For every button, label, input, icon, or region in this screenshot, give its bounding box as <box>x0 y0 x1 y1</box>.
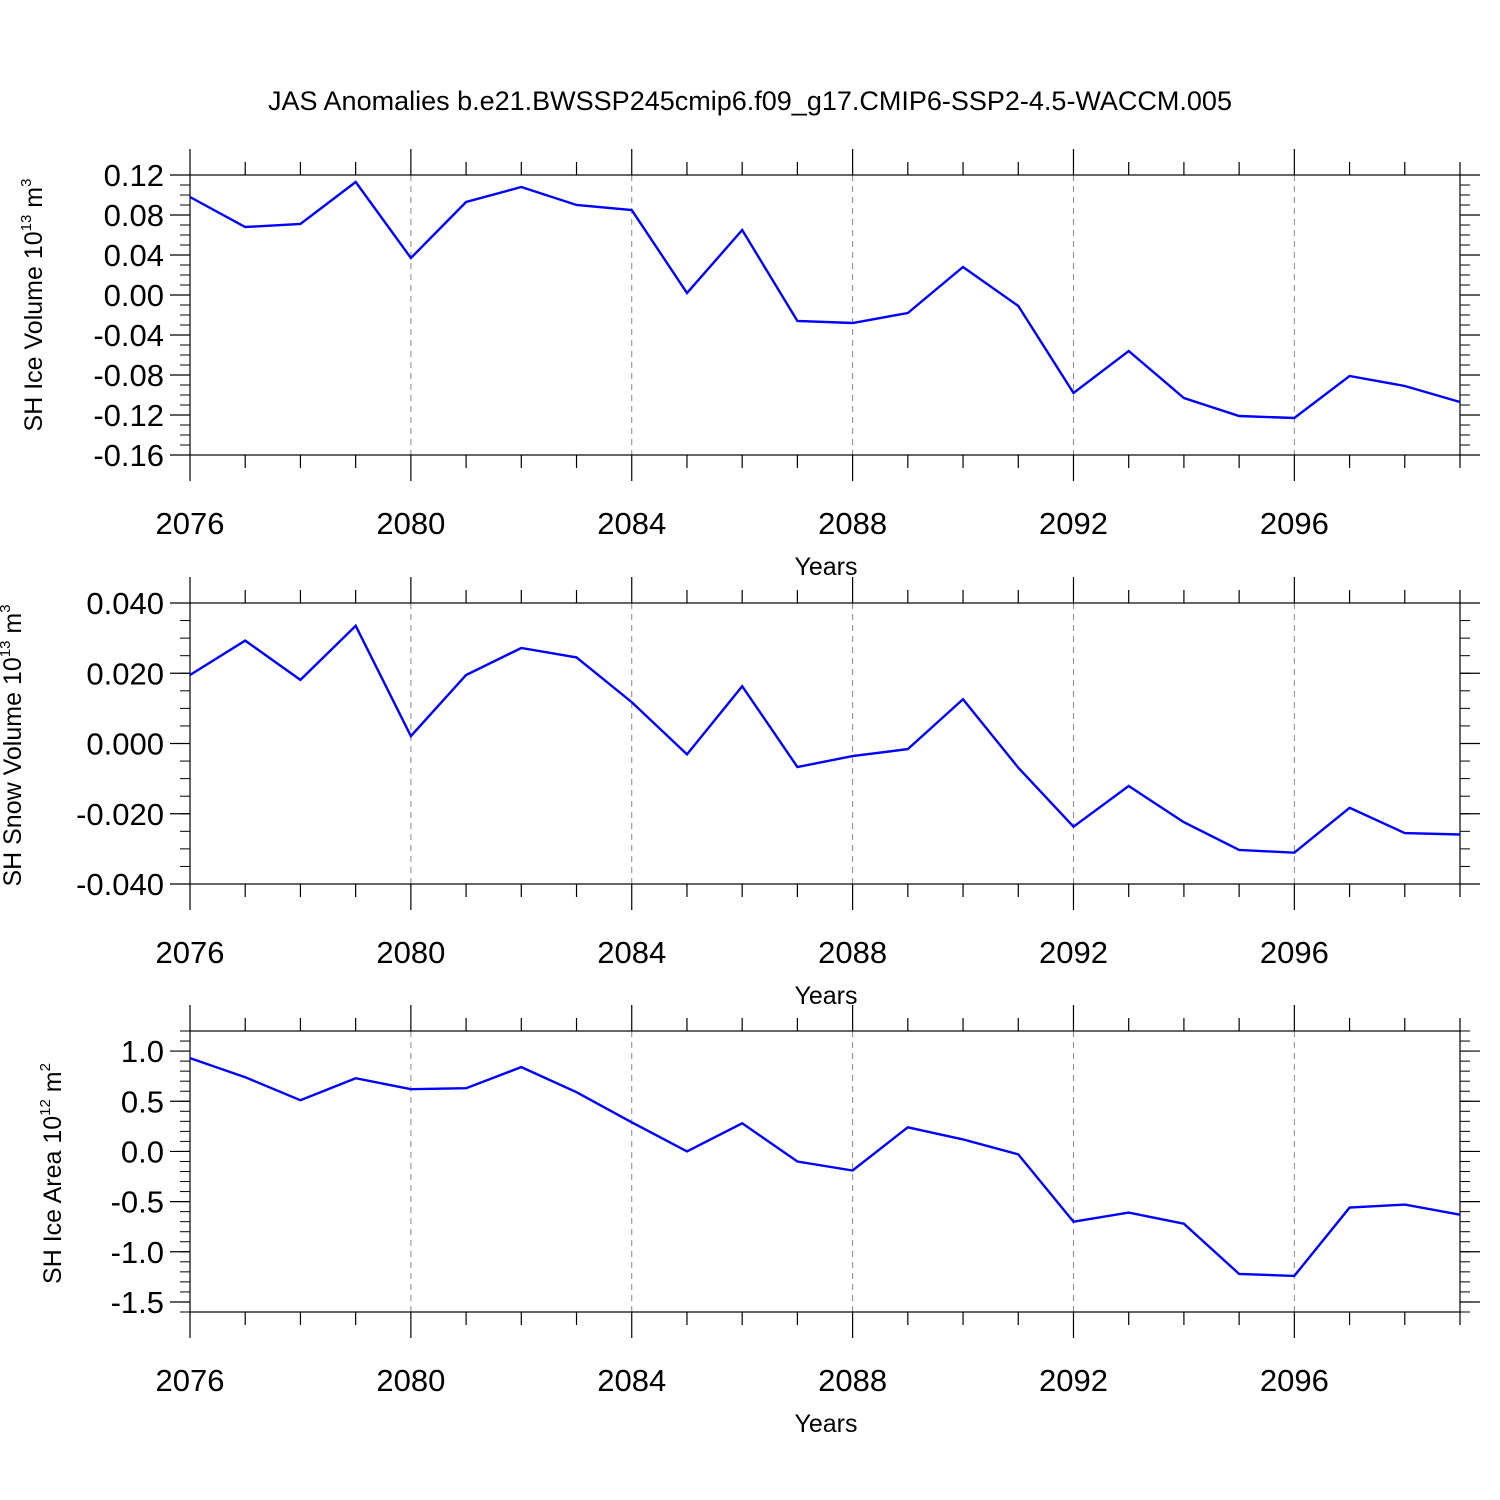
chart-2-y-tick-label: -1.0 <box>111 1235 164 1270</box>
chart-0-y-tick-label: -0.12 <box>93 398 164 433</box>
chart-2-series-line <box>189 1056 1461 1278</box>
snow-volume-panel: 0.040 0.020 0.000 -0.020 -0.040 2076 2080 2084 2… <box>0 577 1480 1010</box>
chart-0-y-axis-label: SH Ice Volume 1013 m3 <box>18 179 48 432</box>
chart-1-y-tick-label: -0.020 <box>76 797 164 832</box>
chart-0-y-tick-label: 0.08 <box>104 198 164 233</box>
chart-0-y-tick-label: -0.04 <box>93 318 164 353</box>
chart-2-y-axis-label: SH Ice Area 1012 m2 <box>37 1063 67 1284</box>
chart-2-x-tick-label: 2080 <box>376 1363 445 1398</box>
chart-0-x-tick-label: 2080 <box>376 506 445 541</box>
chart-0-y-tick-label: 0.12 <box>104 158 164 193</box>
chart-1-y-tick-label: -0.040 <box>76 867 164 902</box>
chart-1-series-line <box>189 623 1461 854</box>
chart-1-y-axis-label: SH Snow Volume 1013 m3 <box>0 604 27 886</box>
chart-0-x-tick-label: 2088 <box>818 506 887 541</box>
chart-2-x-axis-label: Years <box>794 1410 857 1438</box>
chart-1-x-tick-label: 2088 <box>818 935 887 970</box>
chart-0-y-tick-label: 0.04 <box>104 238 164 273</box>
chart-0-x-axis-label: Years <box>794 553 857 581</box>
ice-area-panel: 1.0 0.5 0.0 -0.5 -1.0 -1.5 2076 2080 2084 2088 209… <box>37 1005 1480 1438</box>
chart-2-y-tick-label: 1.0 <box>121 1034 164 1069</box>
chart-2-y-tick-label: 0.0 <box>121 1134 164 1169</box>
chart-2-y-tick-label: 0.5 <box>121 1084 164 1119</box>
ice-volume-panel: 0.12 0.08 0.04 0.00 -0.04 -0.08 -0.12 -0.16 2076… <box>18 149 1480 581</box>
chart-2-x-tick-label: 2092 <box>1039 1363 1108 1398</box>
chart-1-x-tick-label: 2092 <box>1039 935 1108 970</box>
chart-0-x-tick-label: 2096 <box>1260 506 1329 541</box>
chart-2-plot-frame <box>189 1030 1461 1313</box>
chart-2-x-tick-label: 2088 <box>818 1363 887 1398</box>
chart-1-y-tick-label: 0.020 <box>86 656 164 691</box>
chart-0-x-tick-label: 2084 <box>597 506 666 541</box>
figure-title: JAS Anomalies b.e21.BWSSP245cmip6.f09_g1… <box>268 86 1232 116</box>
chart-1-x-tick-label: 2080 <box>376 935 445 970</box>
chart-1-y-tick-label: 0.040 <box>86 586 164 621</box>
chart-0-x-tick-label: 2076 <box>156 506 225 541</box>
chart-0-y-tick-label: -0.16 <box>93 438 164 473</box>
chart-2-y-tick-label: -1.5 <box>111 1285 164 1320</box>
chart-2-x-tick-label: 2076 <box>156 1363 225 1398</box>
chart-0-y-tick-label: 0.00 <box>104 278 164 313</box>
chart-1-x-tick-label: 2096 <box>1260 935 1329 970</box>
chart-1-x-tick-label: 2076 <box>156 935 225 970</box>
chart-1-y-tick-label: 0.000 <box>86 727 164 762</box>
chart-2-y-tick-label: -0.5 <box>111 1185 164 1220</box>
chart-0-y-tick-label: -0.08 <box>93 358 164 393</box>
chart-0-series-line <box>189 180 1461 420</box>
chart-2-x-tick-label: 2096 <box>1260 1363 1329 1398</box>
chart-1-x-tick-label: 2084 <box>597 935 666 970</box>
chart-2-x-tick-label: 2084 <box>597 1363 666 1398</box>
chart-1-plot-frame <box>189 602 1461 885</box>
chart-0-x-tick-label: 2092 <box>1039 506 1108 541</box>
chart-1-x-axis-label: Years <box>794 982 857 1010</box>
